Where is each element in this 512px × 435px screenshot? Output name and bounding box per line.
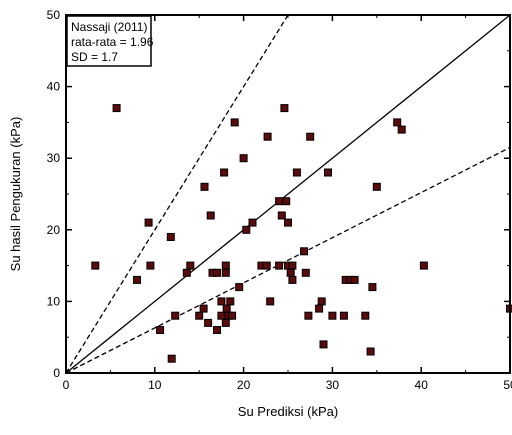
data-point [183, 269, 190, 276]
y-tick-label: 40 [47, 80, 61, 94]
data-point [276, 198, 283, 205]
data-point [243, 226, 250, 233]
reference-line-2 [66, 15, 510, 373]
data-point [157, 327, 164, 334]
reference-lines [66, 15, 510, 373]
data-point [134, 276, 141, 283]
data-point [285, 219, 292, 226]
y-tick-label: 0 [53, 366, 60, 380]
data-point [222, 319, 229, 326]
data-point [420, 262, 427, 269]
data-point [287, 269, 294, 276]
data-point [187, 262, 194, 269]
data-point [302, 269, 309, 276]
x-tick-label: 40 [415, 378, 429, 392]
data-point [196, 312, 203, 319]
data-point [223, 305, 230, 312]
y-axis-label: Su hasil Pengukuran (kPa) [8, 117, 23, 272]
data-point [172, 312, 179, 319]
data-point [398, 126, 405, 133]
data-point [236, 284, 243, 291]
data-point [351, 276, 358, 283]
data-point [167, 234, 174, 241]
y-tick-label: 20 [47, 223, 61, 237]
data-point [214, 269, 221, 276]
data-point [373, 183, 380, 190]
data-point [249, 219, 256, 226]
data-point [201, 183, 208, 190]
data-points [92, 105, 512, 363]
data-point [222, 269, 229, 276]
data-point [289, 262, 296, 269]
data-point [267, 298, 274, 305]
x-tick-label: 20 [237, 378, 251, 392]
data-point [362, 312, 369, 319]
data-point [229, 312, 236, 319]
x-tick-label: 50 [503, 378, 512, 392]
reference-line-3 [66, 147, 510, 373]
data-point [289, 276, 296, 283]
data-point [369, 284, 376, 291]
data-point [394, 119, 401, 126]
data-point [147, 262, 154, 269]
data-point [325, 169, 332, 176]
data-point [92, 262, 99, 269]
data-point [221, 169, 228, 176]
data-point [278, 212, 285, 219]
y-tick-label: 10 [47, 294, 61, 308]
data-point [240, 155, 247, 162]
data-point [263, 262, 270, 269]
x-tick-label: 0 [63, 378, 70, 392]
data-point [207, 212, 214, 219]
data-point [145, 219, 152, 226]
data-point [293, 169, 300, 176]
data-point [222, 262, 229, 269]
data-point [307, 133, 314, 140]
legend-line-1: Nassaji (2011) [71, 20, 147, 34]
legend-box: Nassaji (2011) rata-rata = 1.96 SD = 1.7 [67, 16, 154, 66]
data-point [276, 262, 283, 269]
data-point [231, 119, 238, 126]
data-point [283, 198, 290, 205]
data-point [320, 341, 327, 348]
data-point [281, 105, 288, 112]
data-point [218, 298, 225, 305]
data-point [200, 305, 207, 312]
data-point [113, 105, 120, 112]
data-point [214, 327, 221, 334]
data-point [264, 133, 271, 140]
data-point [318, 298, 325, 305]
legend-line-2: rata-rata = 1.96 [71, 35, 154, 49]
y-tick-label: 50 [47, 8, 61, 22]
data-point [227, 298, 234, 305]
data-point [316, 305, 323, 312]
legend-line-3: SD = 1.7 [71, 50, 118, 64]
data-point [340, 312, 347, 319]
x-tick-label: 10 [148, 378, 162, 392]
data-point [367, 348, 374, 355]
data-point [218, 312, 225, 319]
x-tick-label: 30 [326, 378, 340, 392]
data-point [329, 312, 336, 319]
data-point [168, 355, 175, 362]
data-point [305, 312, 312, 319]
y-tick-label: 30 [47, 151, 61, 165]
x-axis-label: Su Prediksi (kPa) [238, 404, 338, 419]
data-point [205, 319, 212, 326]
data-point [301, 248, 308, 255]
